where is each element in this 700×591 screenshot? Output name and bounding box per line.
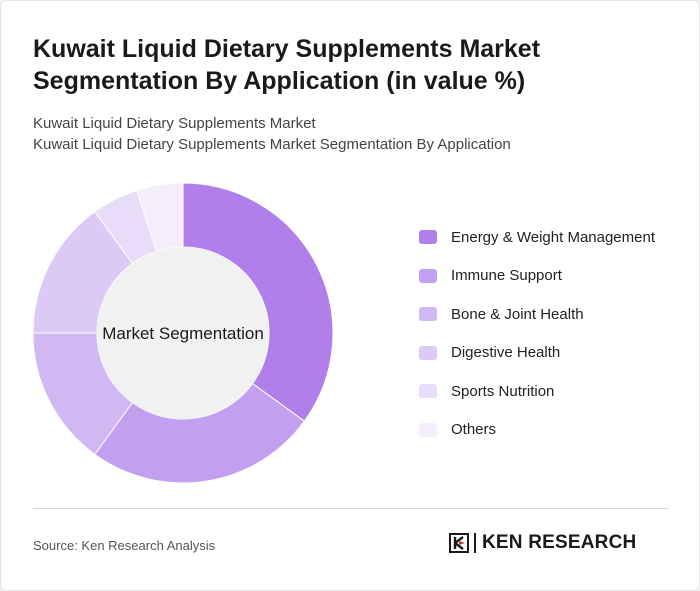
legend-label: Digestive Health: [451, 344, 561, 361]
chart-title: Kuwait Liquid Dietary Supplements Market…: [33, 35, 541, 95]
legend-item: Immune Support: [419, 266, 655, 286]
ken-research-logo: KEN RESEARCH: [448, 532, 636, 554]
legend-swatch: [419, 230, 437, 244]
subtitle-line-2: Kuwait Liquid Dietary Supplements Market…: [33, 136, 511, 153]
chart-legend: Energy & Weight Management Immune Support…: [419, 227, 655, 458]
chart-subtitle: Kuwait Liquid Dietary Supplements Market…: [33, 113, 673, 155]
legend-swatch: [419, 268, 437, 283]
donut-chart: Market Segmentation: [32, 182, 334, 484]
legend-swatch: [419, 345, 437, 360]
legend-label: Others: [451, 421, 497, 438]
legend-label: Immune Support: [451, 267, 562, 284]
legend-label: Sports Nutrition: [451, 382, 555, 400]
legend-item: Energy & Weight Management: [419, 227, 655, 247]
logo-wordmark: KEN RESEARCH: [482, 532, 637, 553]
ken-research-logo-icon: [449, 533, 469, 553]
logo-separator: [474, 533, 476, 553]
legend-label: Bone & Joint Health: [451, 305, 584, 323]
legend-item: Sports Nutrition: [419, 381, 655, 401]
legend-label: Energy & Weight Management: [451, 228, 656, 246]
legend-item: Digestive Health: [419, 343, 655, 363]
legend-swatch: [419, 307, 437, 321]
donut-center: [97, 247, 269, 419]
legend-swatch: [419, 384, 437, 398]
footer-divider: [33, 508, 669, 509]
donut-center-label: Market Segmentation: [102, 324, 264, 343]
legend-item: Bone & Joint Health: [419, 304, 655, 324]
legend-item: Others: [419, 420, 655, 440]
legend-swatch: [419, 422, 437, 437]
subtitle-line-1: Kuwait Liquid Dietary Supplements Market: [33, 115, 316, 132]
source-note: Source: Ken Research Analysis: [33, 538, 216, 553]
